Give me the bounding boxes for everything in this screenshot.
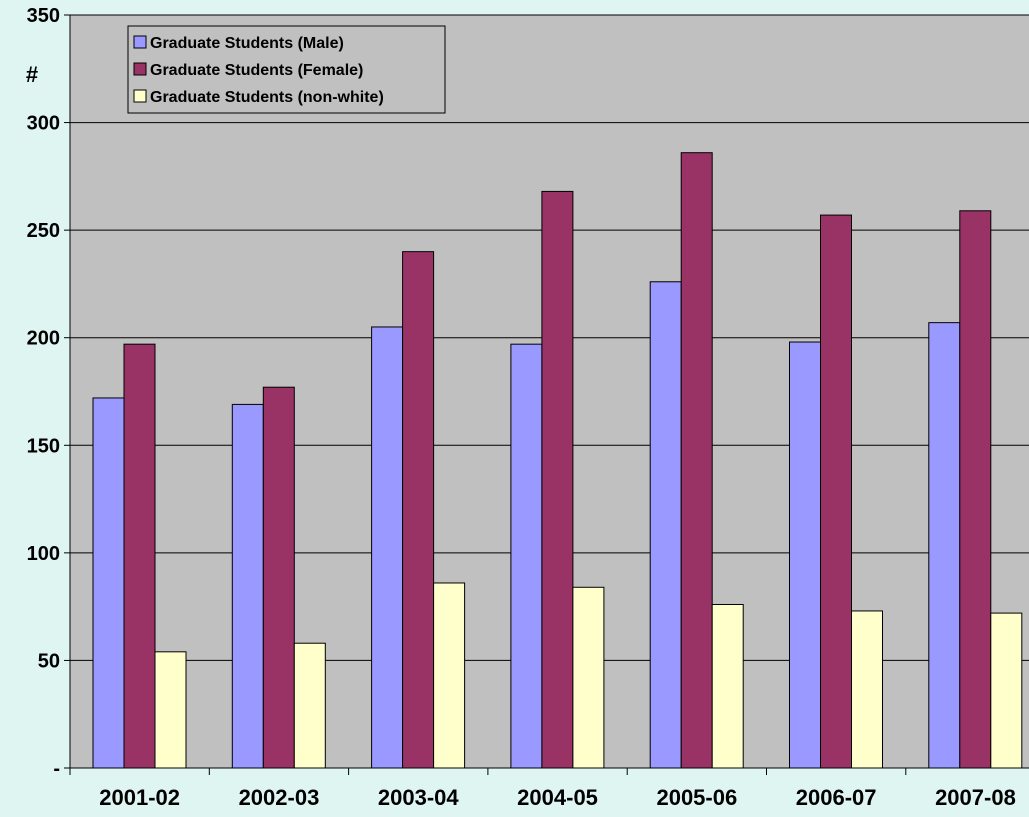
legend-swatch [133, 35, 147, 49]
legend-label: Graduate Students (Male) [150, 35, 344, 52]
x-tick-label: 2006-07 [796, 785, 877, 810]
x-tick-label: 2001-02 [99, 785, 180, 810]
legend-swatch [133, 89, 147, 103]
y-tick-label: 50 [38, 650, 60, 672]
bar-2007-08-series-1 [959, 210, 992, 769]
y-tick-label: 100 [27, 543, 60, 565]
bar-2006-07-series-0 [789, 341, 821, 769]
bar-2007-08-series-0 [928, 322, 961, 769]
bar-2001-02-series-2 [154, 651, 187, 769]
legend-label: Graduate Students (Female) [150, 62, 363, 79]
bar-2004-05-series-1 [541, 190, 574, 769]
bar-2004-05-series-0 [510, 343, 543, 769]
bar-2005-06-series-0 [649, 281, 682, 769]
y-tick-label: - [53, 758, 60, 780]
bar-2003-04-series-0 [371, 326, 404, 769]
y-tick-label: 200 [27, 328, 60, 350]
bar-2003-04-series-1 [402, 251, 435, 769]
y-tick-label: 250 [27, 220, 60, 242]
bars [92, 152, 1023, 769]
axes: - 50 100 150 200 250 300 350 2001-02 2002-03 2003-… [27, 5, 1029, 810]
y-axis-label: # [26, 62, 38, 87]
y-tick-label: 350 [27, 5, 60, 27]
bar-2005-06-series-1 [680, 152, 713, 769]
bar-2004-05-series-2 [572, 586, 605, 769]
y-tick-label: 150 [27, 435, 60, 457]
y-tick-label: 300 [27, 113, 60, 135]
bar-2007-08-series-2 [990, 612, 1023, 769]
x-tick-label: 2004-05 [517, 785, 598, 810]
x-tick-label: 2005-06 [656, 785, 737, 810]
bar-2005-06-series-2 [711, 603, 744, 769]
bar-2006-07-series-2 [851, 610, 883, 769]
legend-swatch [133, 62, 147, 76]
x-tick-label: 2003-04 [378, 785, 460, 810]
bar-2002-03-series-2 [293, 642, 326, 769]
legend-label: Graduate Students (non-white) [150, 89, 384, 106]
legend-box [127, 25, 446, 114]
bar-2001-02-series-0 [92, 397, 125, 769]
x-tick-label: 2007-08 [935, 785, 1016, 810]
bar-2001-02-series-1 [123, 343, 156, 769]
legend: Graduate Students (Male) Graduate Student… [127, 25, 446, 114]
bar-2002-03-series-1 [262, 386, 295, 769]
bar-2002-03-series-0 [231, 403, 264, 769]
bar-2003-04-series-2 [433, 582, 466, 769]
x-tick-label: 2002-03 [239, 785, 320, 810]
bar-2006-07-series-1 [820, 214, 852, 769]
